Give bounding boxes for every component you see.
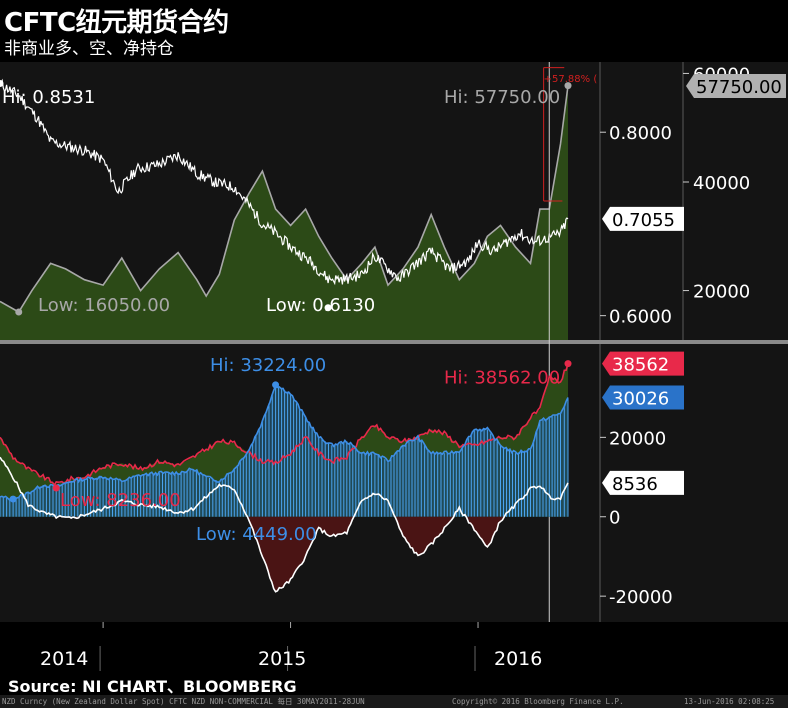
change-percent-label: +57.88% ( [544, 74, 598, 85]
shorts-low-dot [9, 495, 17, 503]
longs-high-label: Hi: 38562.00 [444, 368, 560, 389]
open-interest-area [0, 85, 568, 340]
shorts-low-label: Low: 4449.00 [196, 524, 317, 545]
price-low-label: Low: 0.6130 [266, 295, 375, 316]
shorts-line [0, 384, 569, 501]
longs-line [0, 363, 569, 487]
price-low-dot [324, 304, 332, 312]
price-last-tag-text: 0.7055 [612, 210, 675, 231]
price-high-dot [0, 80, 4, 88]
right-tick-label: 40000 [693, 173, 750, 194]
net-last-tag-bg [602, 470, 684, 495]
price-high-label: Hi: 0.8531 [2, 87, 95, 108]
left-tick-label: 0.6000 [609, 307, 672, 328]
longs-low-dot [52, 484, 60, 492]
x-axis-bar [0, 622, 788, 671]
chart-title: CFTC纽元期货合约 [4, 8, 229, 38]
chart-header: CFTC纽元期货合约 非商业多、空、净持仓 [0, 0, 788, 62]
shorts-area [0, 384, 568, 517]
price-last-tag-bg [602, 206, 684, 231]
shorts-last-tag-text: 30026 [612, 389, 669, 410]
longs-last-tag-text: 38562 [612, 355, 669, 376]
footer-security: NZD Curncy (New Zealand Dollar Spot) CFT… [2, 697, 365, 706]
oi-low-label: Low: 16050.00 [38, 295, 170, 316]
oi-high-label: Hi: 57750.00 [444, 87, 560, 108]
longs-last-tag-bg [602, 351, 684, 376]
shorts-high-dot [272, 381, 280, 389]
longs-low-label: Low: 8236.00 [60, 490, 181, 511]
oi-last-tag-text: 57750.00 [696, 77, 782, 98]
shorts-last-tag-bg [602, 385, 684, 410]
net-negative-area [0, 516, 568, 592]
chart-subtitle: 非商业多、空、净持仓 [4, 39, 174, 59]
open-interest-line [0, 85, 569, 314]
source-label: Source: NI CHART、BLOOMBERG [8, 677, 297, 696]
oi-high-dot [564, 82, 572, 90]
source-bar: Source: NI CHART、BLOOMBERG [0, 671, 788, 696]
chart-area: +57.88% ( Hi: 0.8531 Low: 0.6130 Hi: 57750.… [0, 62, 788, 671]
shorts-bars [0, 384, 569, 517]
lower-tick-label: 0 [609, 508, 620, 529]
longs-high-dot [564, 360, 572, 368]
shorts-high-label: Hi: 33224.00 [210, 355, 326, 376]
x-tick-label: 2016 [494, 648, 542, 670]
x-tick-label: 2015 [258, 648, 306, 670]
net-line [0, 456, 569, 593]
price-line [0, 78, 569, 286]
oi-low-dot [15, 308, 23, 316]
bloomberg-footer: NZD Curncy (New Zealand Dollar Spot) CFT… [0, 695, 788, 708]
footer-timestamp: 13-Jun-2016 02:08:25 [684, 697, 775, 706]
x-tick-label: 2014 [40, 648, 88, 670]
panel-separator [0, 340, 788, 344]
oi-last-tag-bg [686, 74, 786, 98]
left-tick-label: 0.8000 [609, 123, 672, 144]
footer-copyright: Copyright© 2016 Bloomberg Finance L.P. [452, 697, 624, 706]
net-last-tag-text: 8536 [612, 474, 658, 495]
right-tick-label: 20000 [693, 282, 750, 303]
lower-tick-label: -20000 [609, 587, 673, 608]
lower-tick-label: 20000 [609, 428, 666, 449]
